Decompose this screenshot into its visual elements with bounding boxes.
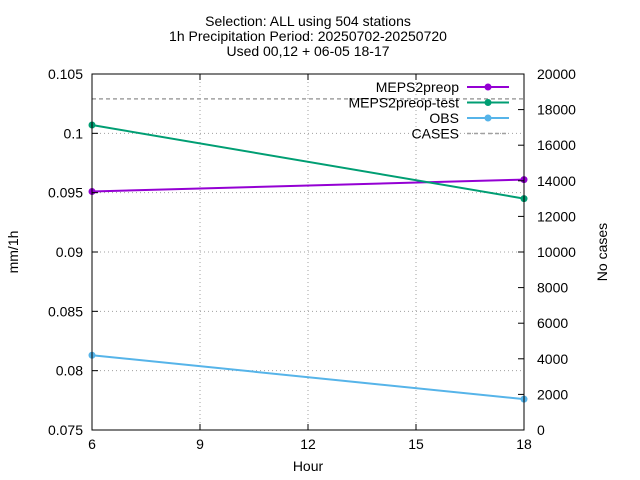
series-line-obs (91, 354, 525, 401)
y2-tick-label: 12000 (537, 208, 576, 224)
legend-label-obs: OBS (429, 110, 459, 126)
legend-marker-meps2preop-test (484, 99, 492, 106)
x-tick-label: 15 (408, 436, 424, 452)
y2-tick-label: 14000 (537, 173, 576, 189)
y-tick-label: 0.085 (48, 303, 83, 319)
y2-tick-label: 0 (537, 422, 545, 438)
chart-title-line-2: 1h Precipitation Period: 20250702-202507… (169, 28, 447, 44)
series-line-meps2preop (91, 178, 525, 193)
y2-tick-label: 18000 (537, 102, 576, 118)
y-axis-label: mm/1h (5, 231, 21, 274)
y2-tick-label: 20000 (537, 66, 576, 82)
x-axis-label: Hour (293, 458, 324, 474)
x-tick-label: 12 (300, 436, 316, 452)
legend-marker-meps2preop (484, 83, 492, 91)
y2-tick-label: 4000 (537, 351, 568, 367)
y2-axis-label: No cases (594, 223, 610, 281)
legend-label-meps2preop: MEPS2preop (376, 79, 459, 95)
x-tick-label: 9 (196, 436, 204, 452)
y-tick-label: 0.105 (48, 66, 83, 82)
x-tick-label: 18 (516, 436, 532, 452)
y2-tick-label: 2000 (537, 386, 568, 402)
y-tick-label: 0.095 (48, 185, 83, 201)
y2-tick-label: 8000 (537, 280, 568, 296)
y-tick-label: 0.075 (48, 422, 83, 438)
y-tick-label: 0.09 (56, 244, 83, 260)
series-line-meps2preop-test (91, 124, 525, 200)
x-tick-label: 6 (88, 436, 96, 452)
legend-label-cases: CASES (412, 126, 459, 142)
legend-marker-obs (484, 114, 492, 122)
y2-tick-label: 10000 (537, 244, 576, 260)
chart-title-line-3: Used 00,12 + 06-05 18-17 (226, 43, 389, 59)
y2-tick-label: 6000 (537, 315, 568, 331)
legend-label-meps2preop-test: MEPS2preop-test (349, 95, 460, 111)
chart-title-line-1: Selection: ALL using 504 stations (205, 13, 411, 29)
y-tick-label: 0.08 (56, 363, 83, 379)
y2-tick-label: 16000 (537, 137, 576, 153)
y-tick-label: 0.1 (64, 125, 84, 141)
